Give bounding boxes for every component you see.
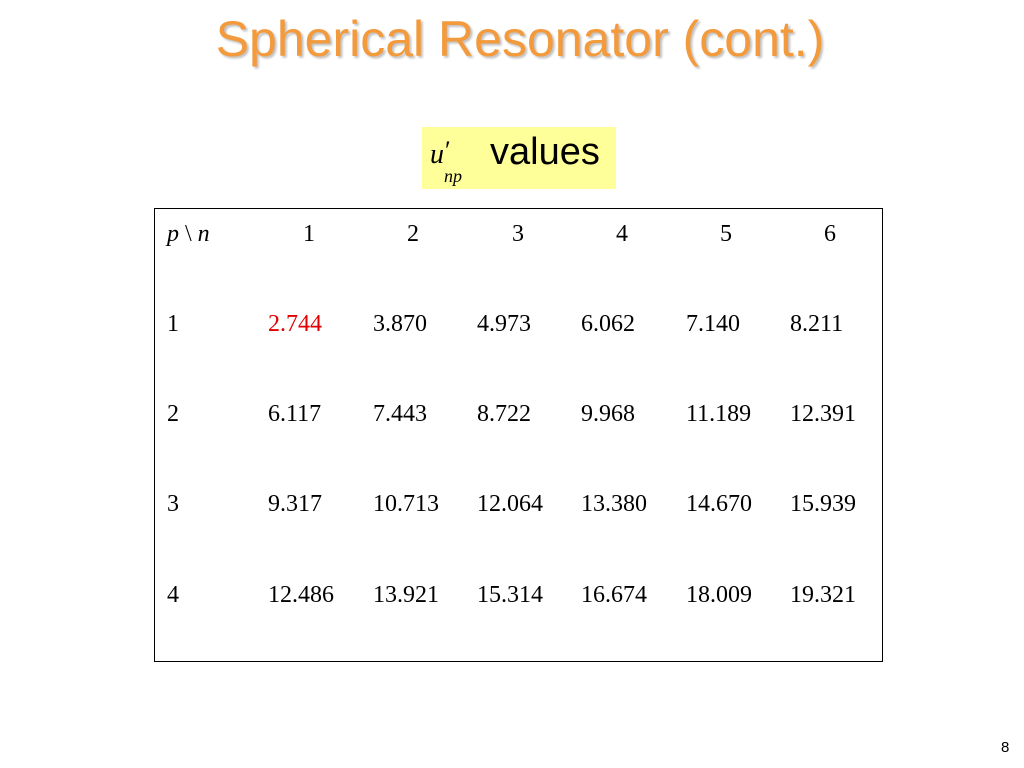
table-cell: 14.670 [686, 491, 752, 517]
column-header: 3 [512, 221, 524, 247]
table-cell: 13.380 [581, 491, 647, 517]
table-cell: 13.921 [373, 582, 439, 608]
column-header: 6 [824, 221, 836, 247]
table-cell: 12.486 [268, 582, 334, 608]
symbol-main: u [430, 139, 444, 170]
table-cell: 4.973 [477, 311, 531, 337]
slide-title: Spherical Resonator (cont.) [215, 11, 825, 67]
table-cell: 9.968 [581, 401, 635, 427]
table-cell-highlighted: 2.744 [268, 311, 322, 337]
row-label: 2 [167, 401, 179, 427]
table-cell: 8.211 [790, 311, 844, 337]
values-label-text: values [490, 131, 600, 173]
column-header: 4 [616, 221, 628, 247]
row-label: 3 [167, 491, 179, 517]
table-cell: 6.062 [581, 311, 635, 337]
table-cell: 12.391 [790, 401, 856, 427]
column-header: 2 [407, 221, 419, 247]
page-number: 8 [1001, 739, 1010, 756]
unp-values-label: u′ np values [422, 127, 616, 189]
corner-p: p [167, 221, 179, 247]
column-header: 1 [303, 221, 315, 247]
table-cell: 19.321 [790, 582, 856, 608]
table-cell: 7.140 [686, 311, 740, 337]
column-header: 5 [720, 221, 732, 247]
table-cell: 3.870 [373, 311, 427, 337]
corner-separator: \ [179, 221, 198, 247]
table-cell: 15.314 [477, 582, 543, 608]
table-cell: 10.713 [373, 491, 439, 517]
table-cell: 11.189 [686, 401, 752, 427]
table-cell: 9.317 [268, 491, 322, 517]
table-cell: 8.722 [477, 401, 531, 427]
table-cell: 7.443 [373, 401, 427, 427]
corner-n: n [197, 221, 210, 247]
symbol-prime: ′ [445, 136, 451, 165]
table-corner-header: p \ n [167, 221, 210, 248]
unp-symbol: u′ np [430, 136, 462, 186]
table-cell: 18.009 [686, 582, 752, 608]
table-cell: 16.674 [581, 582, 647, 608]
table-cell: 12.064 [477, 491, 543, 517]
table-cell: 15.939 [790, 491, 856, 517]
symbol-subscript: np [444, 166, 462, 186]
table-cell: 6.117 [268, 401, 322, 427]
values-table: p \ n 1 2 3 4 5 6 1 2.744 3.870 4.973 6.… [154, 208, 883, 662]
row-label: 4 [167, 582, 179, 608]
row-label: 1 [167, 311, 179, 337]
